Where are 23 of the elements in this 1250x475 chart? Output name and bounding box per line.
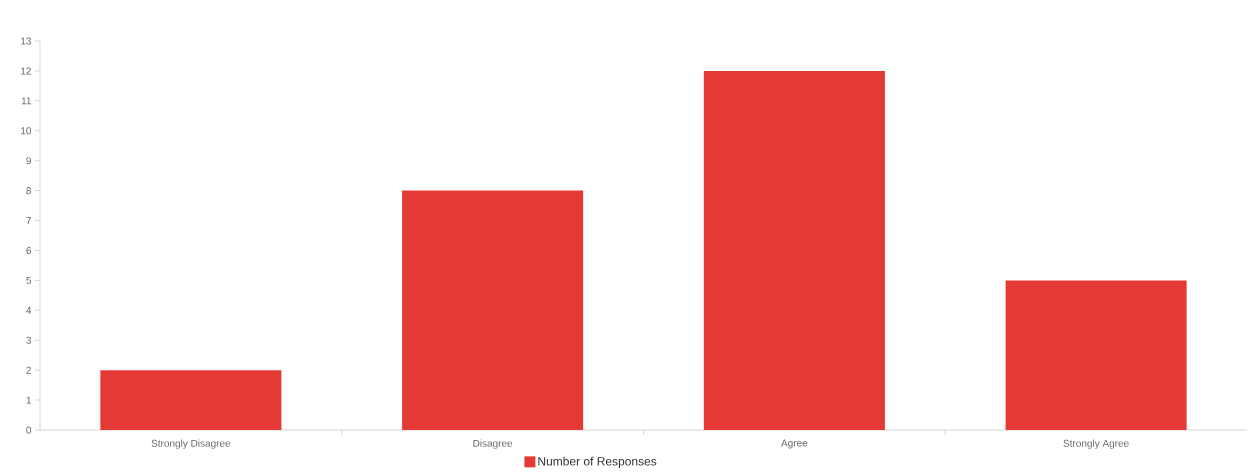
x-tick-label: Disagree	[473, 439, 513, 449]
y-tick-label: 7	[26, 217, 31, 224]
bar	[100, 370, 282, 430]
bar	[703, 70, 885, 430]
y-tick-label: 0	[26, 426, 32, 434]
y-tick-label: 2	[26, 366, 31, 374]
y-tick-label: 5	[26, 276, 32, 284]
bar	[1005, 280, 1187, 430]
x-tick-label: Strongly Agree	[1063, 439, 1129, 449]
y-tick-label: 1	[26, 396, 31, 404]
x-tick-label: Strongly Disagree	[151, 439, 231, 449]
y-tick-label: 9	[26, 157, 32, 165]
y-tick-label: 6	[26, 246, 32, 254]
y-tick-label: 12	[21, 67, 31, 75]
legend-label: Number of Responses	[538, 456, 657, 468]
y-tick-label: 11	[21, 97, 31, 105]
y-tick-label: 4	[26, 306, 32, 314]
y-tick-label: 3	[26, 336, 32, 344]
y-tick-label: 10	[21, 127, 32, 135]
y-tick-label: 8	[26, 187, 32, 195]
x-tick-label: Agree	[781, 439, 808, 449]
bar	[402, 190, 584, 430]
y-tick-label: 13	[21, 37, 32, 45]
